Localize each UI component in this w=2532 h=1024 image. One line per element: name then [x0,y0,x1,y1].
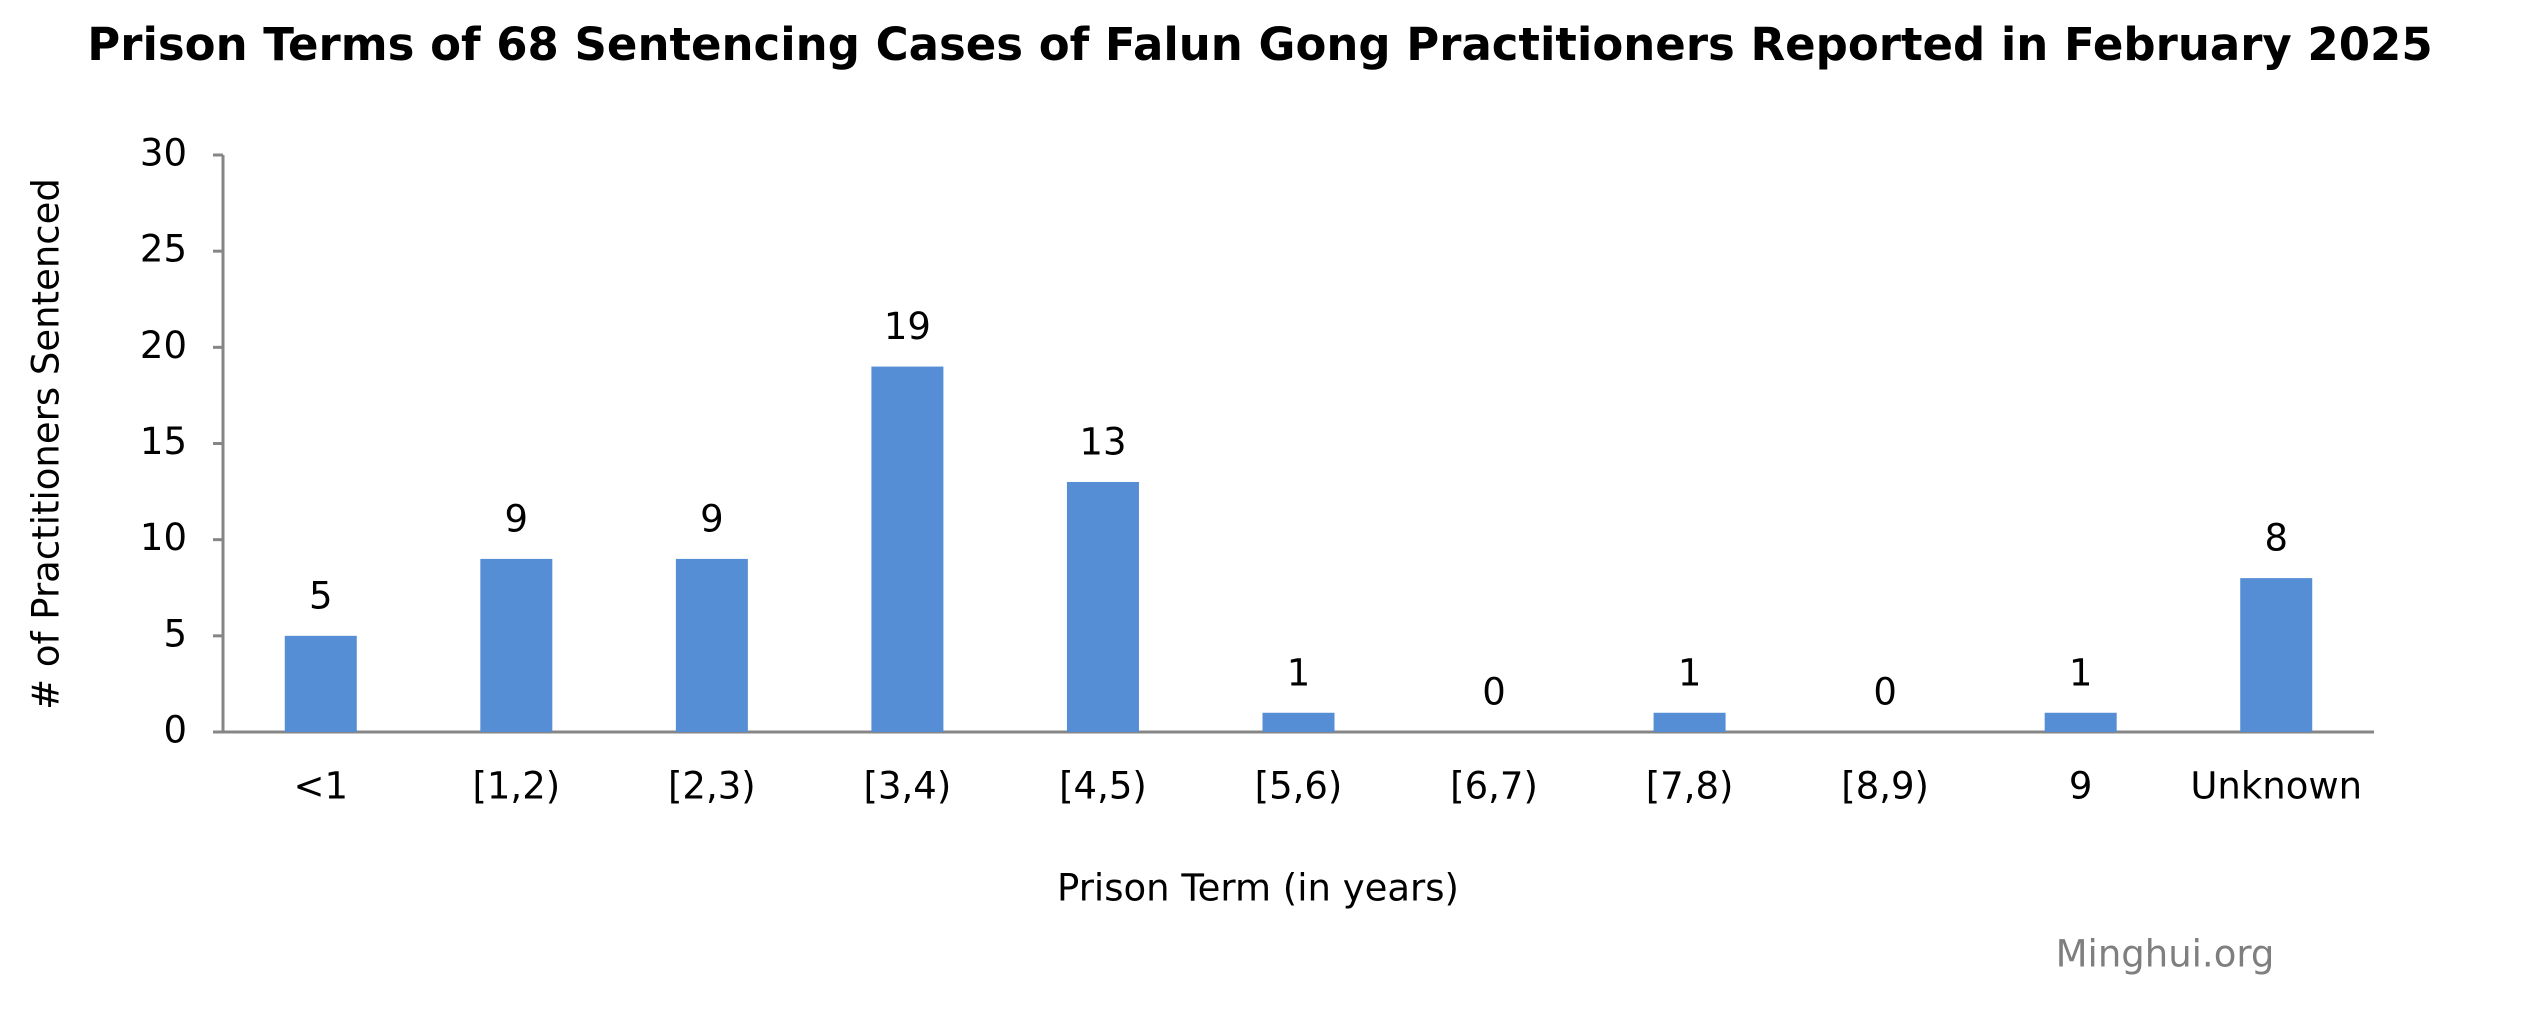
y-tick-label: 15 [140,420,187,463]
y-tick-label: 30 [140,132,187,175]
chart-title: Prison Terms of 68 Sentencing Cases of F… [87,18,2432,71]
data-label: 8 [2264,517,2288,560]
x-tick-label: [4,5) [1059,765,1147,808]
x-tick-label: [8,9) [1841,765,1929,808]
data-label: 19 [884,305,931,348]
y-tick-label: 0 [163,709,187,752]
x-axis-title: Prison Term (in years) [1057,867,1459,910]
data-label: 1 [2069,651,2093,694]
bar [2044,712,2117,732]
data-label: 5 [309,574,333,617]
bar [1262,712,1335,732]
data-label: 1 [1678,651,1702,694]
bar [675,558,748,732]
y-axis-title: # of Practitioners Sentenced [25,178,68,710]
y-tick-label: 10 [140,516,187,559]
bar [1653,712,1726,732]
data-label: 0 [1873,671,1897,714]
x-tick-label: <1 [293,765,348,808]
x-tick-label: [6,7) [1450,765,1538,808]
x-tick-label: 9 [2069,765,2093,808]
x-tick-label: [5,6) [1255,765,1343,808]
x-tick-label: [7,8) [1646,765,1734,808]
x-tick-label: [2,3) [668,765,756,808]
data-label: 9 [700,497,724,540]
y-tick-label: 25 [140,228,187,271]
data-label: 9 [505,497,529,540]
data-label: 13 [1079,420,1126,463]
bar [2240,578,2313,732]
watermark: Minghui.org [2056,933,2275,976]
y-tick-label: 20 [140,324,187,367]
x-tick-label: [1,2) [472,765,560,808]
bar [1066,481,1139,732]
bar [284,635,357,732]
data-label: 1 [1287,651,1311,694]
x-tick-label: Unknown [2190,765,2362,808]
y-tick-label: 5 [163,612,187,655]
bar [871,366,944,732]
bar [480,558,553,732]
x-tick-label: [3,4) [864,765,952,808]
data-label: 0 [1482,671,1506,714]
